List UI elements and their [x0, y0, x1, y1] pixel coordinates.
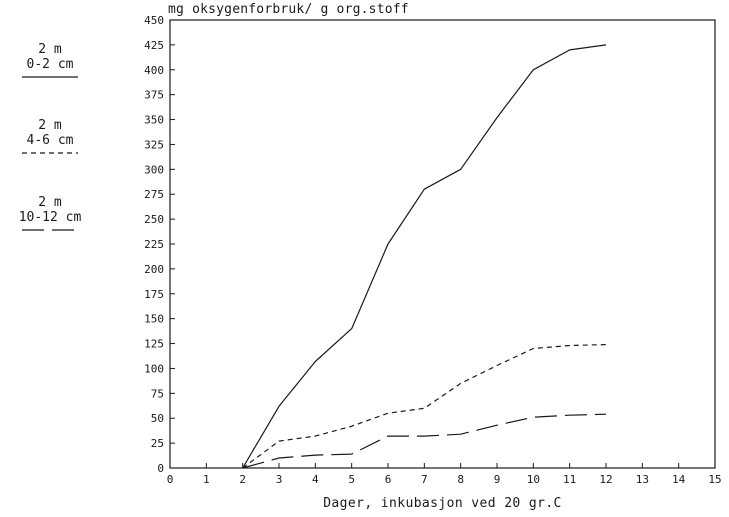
x-tick-label: 4 — [312, 473, 319, 486]
plot-frame — [169, 19, 716, 469]
legend-swatch-solid — [22, 76, 78, 78]
y-axis-title: mg oksygenforbruk/ g org.stoff — [168, 2, 409, 17]
y-tick-label: 425 — [144, 39, 164, 52]
series-line-3 — [242, 413, 607, 469]
legend-layer: 4-6 cm — [26, 133, 74, 148]
y-tick-label: 25 — [151, 437, 164, 450]
y-tick-label: 225 — [144, 238, 164, 251]
series-lines — [242, 44, 607, 469]
legend-entry-4-6cm: 2 m 4-6 cm — [0, 118, 100, 156]
y-tick-label: 175 — [144, 288, 164, 301]
y-tick-label: 450 — [144, 14, 164, 27]
series-line-1 — [242, 44, 607, 469]
x-tick-label: 8 — [457, 473, 464, 486]
y-tick-label: 200 — [144, 263, 164, 276]
x-tick-label: 9 — [494, 473, 501, 486]
x-tick-label: 2 — [239, 473, 246, 486]
x-tick-label: 15 — [708, 473, 721, 486]
y-tick-label: 50 — [151, 412, 164, 425]
x-tick-label: 12 — [599, 473, 612, 486]
legend-depth: 2 m — [38, 118, 62, 133]
y-tick-label: 100 — [144, 362, 164, 375]
y-tick-label: 150 — [144, 313, 164, 326]
series-line-2 — [242, 344, 607, 469]
x-tick-label: 7 — [421, 473, 428, 486]
axis-ticks: 0255075100125150175200225250275300325350… — [144, 14, 722, 486]
x-tick-label: 6 — [385, 473, 392, 486]
y-tick-label: 350 — [144, 114, 164, 127]
legend-swatch-short-dash — [22, 152, 78, 154]
x-tick-label: 5 — [348, 473, 355, 486]
legend-swatch-long-dash — [22, 229, 78, 231]
x-tick-label: 14 — [672, 473, 686, 486]
legend-depth: 2 m — [38, 42, 62, 57]
legend-depth: 2 m — [38, 195, 62, 210]
legend-entry-0-2cm: 2 m 0-2 cm — [0, 42, 100, 80]
y-tick-label: 250 — [144, 213, 164, 226]
x-tick-label: 11 — [563, 473, 576, 486]
y-tick-label: 300 — [144, 163, 164, 176]
x-tick-label: 0 — [167, 473, 174, 486]
y-tick-label: 375 — [144, 89, 164, 102]
x-tick-label: 10 — [527, 473, 540, 486]
x-tick-label: 13 — [636, 473, 649, 486]
legend-layer: 0-2 cm — [26, 57, 74, 72]
y-tick-label: 275 — [144, 188, 164, 201]
y-tick-label: 125 — [144, 338, 164, 351]
legend-layer: 10-12 cm — [18, 210, 82, 225]
y-tick-label: 75 — [151, 387, 164, 400]
y-tick-label: 400 — [144, 64, 164, 77]
x-axis-title: Dager, inkubasjon ved 20 gr.C — [323, 496, 562, 511]
y-tick-label: 325 — [144, 138, 164, 151]
x-tick-label: 1 — [203, 473, 210, 486]
y-tick-label: 0 — [157, 462, 164, 475]
legend-entry-10-12cm: 2 m 10-12 cm — [0, 195, 100, 233]
x-tick-label: 3 — [276, 473, 283, 486]
